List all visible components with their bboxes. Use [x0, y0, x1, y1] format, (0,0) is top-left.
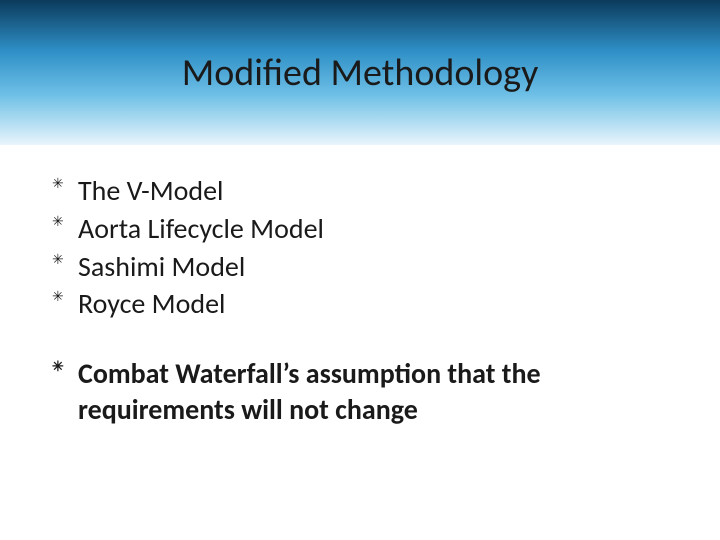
bullet-group-0: The V-Model Aorta Lifecycle Model Sashim…: [52, 173, 684, 322]
list-item: Combat Waterfall’s assumption that the r…: [52, 356, 684, 428]
list-item: Sashimi Model: [52, 249, 684, 285]
list-item: Aorta Lifecycle Model: [52, 211, 684, 247]
list-item: The V-Model: [52, 173, 684, 209]
bullet-group-1: Combat Waterfall’s assumption that the r…: [52, 356, 684, 428]
slide-title: Modified Methodology: [182, 50, 539, 96]
slide-body: The V-Model Aorta Lifecycle Model Sashim…: [0, 145, 720, 428]
list-item: Royce Model: [52, 286, 684, 322]
header-band: Modified Methodology: [0, 0, 720, 145]
slide: Modified Methodology The V-Model Aorta L…: [0, 0, 720, 540]
